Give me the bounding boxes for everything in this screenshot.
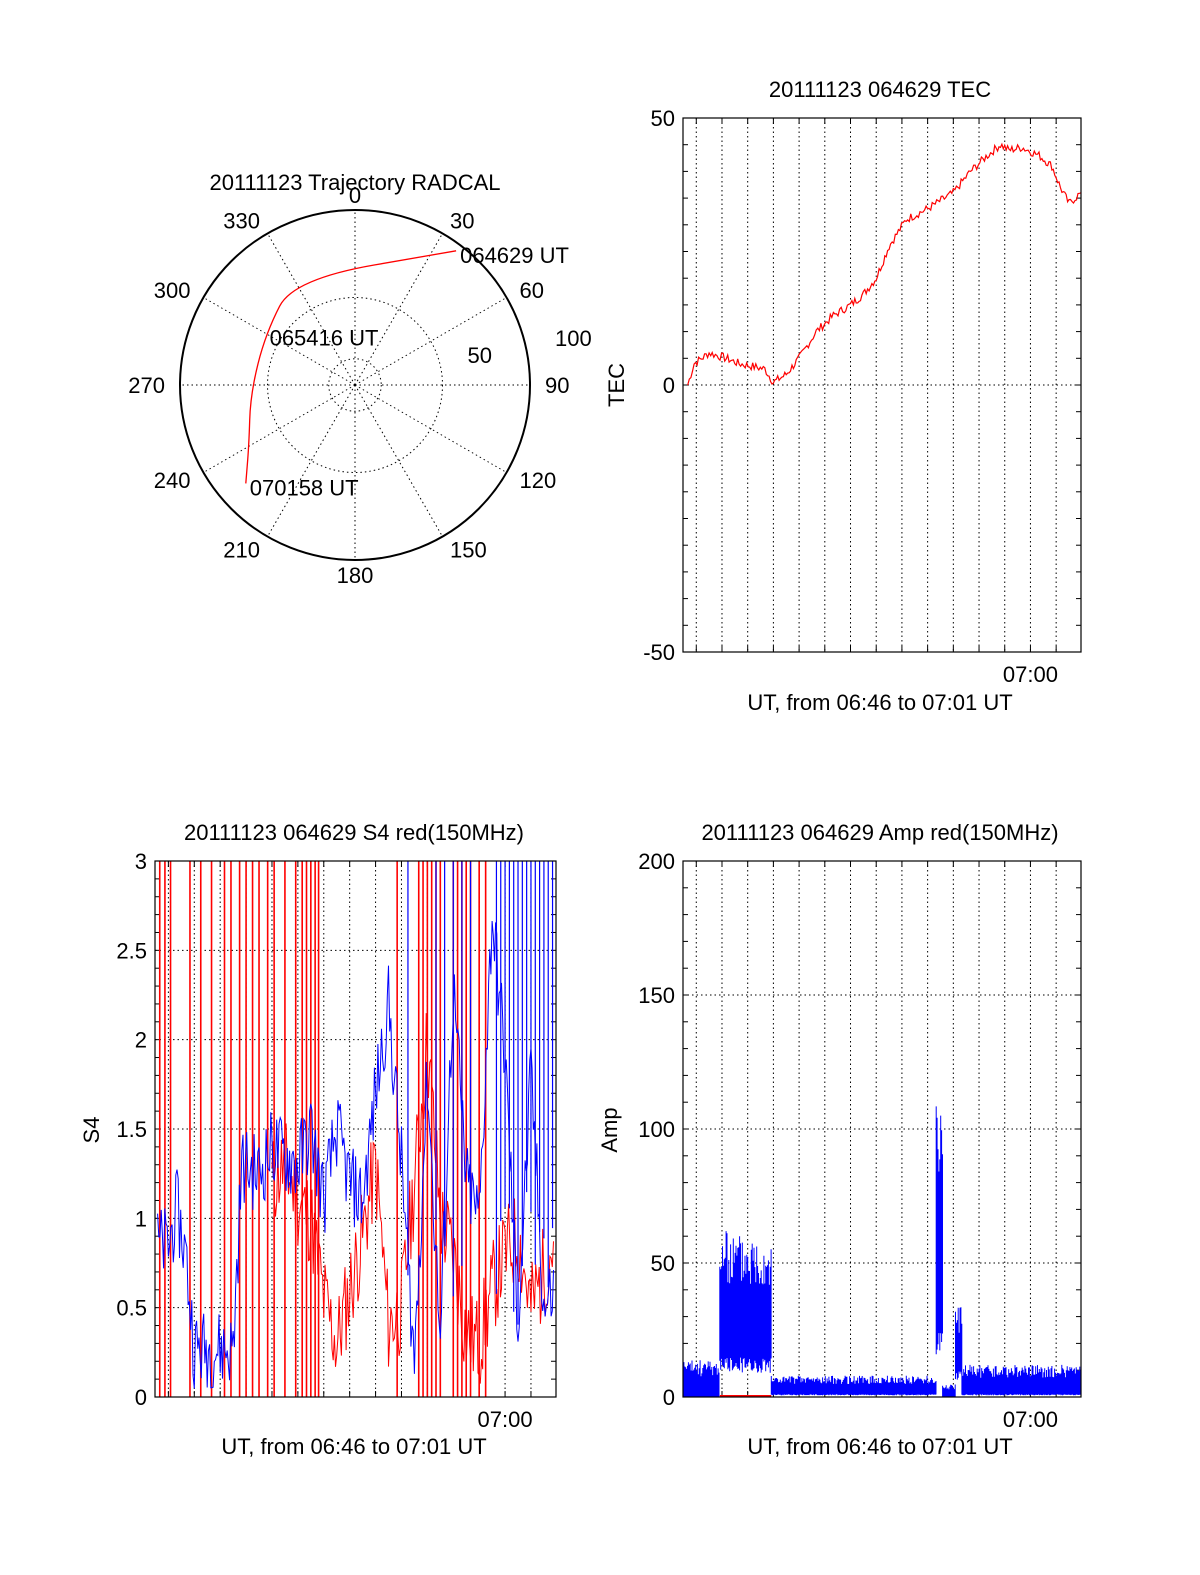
tec-xlabel: UT, from 06:46 to 07:01 UT	[747, 690, 1012, 715]
y-tick-label: 50	[651, 106, 675, 131]
amp-plot-area: 0 50 100 150 200 07:00	[638, 849, 1082, 1432]
tec-ylabel: TEC	[604, 363, 629, 407]
amp-title: 20111123 064629 Amp red(150MHz)	[701, 820, 1058, 845]
x-tick-label: 07:00	[478, 1407, 533, 1432]
polar-grid	[179, 209, 531, 561]
y-tick-label: -50	[643, 640, 675, 665]
s4-plot-area: 0 0.5 1 1.5 2 2.5 3 07:00	[116, 849, 557, 1432]
trajectory-annotations: 064629 UT 065416 UT 070158 UT	[250, 243, 569, 501]
polar-angle-label: 60	[520, 278, 544, 303]
trajectory-line	[245, 250, 457, 484]
plot-frame	[682, 860, 1082, 1398]
x-tick-label: 07:00	[1003, 662, 1058, 687]
y-tick-label: 0	[663, 373, 675, 398]
y-tick-label: 50	[651, 1251, 675, 1276]
polar-angle-label: 150	[450, 538, 487, 563]
polar-radius-labels: 50 100	[468, 326, 592, 368]
polar-angle-label: 210	[223, 538, 260, 563]
s4-series-group	[157, 861, 554, 1397]
y-tick-label: 150	[638, 983, 675, 1008]
s4-red-series	[271, 1013, 554, 1384]
trajectory-time-label: 070158 UT	[250, 475, 359, 500]
s4-ylabel: S4	[79, 1117, 104, 1144]
amp-xlabel: UT, from 06:46 to 07:01 UT	[747, 1434, 1012, 1459]
polar-angle-label: 330	[223, 208, 260, 233]
y-tick-label: 0	[663, 1385, 675, 1410]
polar-angle-label: 90	[545, 373, 569, 398]
amp-blue-segment	[961, 1364, 1082, 1396]
y-tick-label: 200	[638, 849, 675, 874]
y-tick-label: 0	[135, 1385, 147, 1410]
polar-grid-circle	[267, 297, 443, 473]
polar-angle-label: 270	[128, 373, 165, 398]
polar-inner-circle	[328, 358, 382, 412]
trajectory-time-label: 065416 UT	[270, 325, 379, 350]
polar-angle-label: 0	[349, 183, 361, 208]
amp-panel: 20111123 064629 Amp red(150MHz) Amp UT, …	[597, 820, 1082, 1459]
y-tick-label: 3	[135, 849, 147, 874]
s4-xlabel: UT, from 06:46 to 07:01 UT	[221, 1434, 486, 1459]
s4-blue-series	[157, 920, 554, 1389]
trajectory-title: 20111123 Trajectory RADCAL	[209, 170, 500, 195]
amp-blue-segment	[942, 1384, 956, 1397]
x-tick-label: 07:00	[1003, 1407, 1058, 1432]
polar-angle-label: 240	[154, 468, 191, 493]
y-tick-label: 0.5	[116, 1296, 147, 1321]
s4-title: 20111123 064629 S4 red(150MHz)	[184, 820, 524, 845]
amp-blue-segment	[770, 1375, 937, 1396]
tec-plot-area: -50 0 50 07:00	[643, 106, 1082, 687]
trajectory-track	[245, 250, 457, 484]
polar-angle-label: 300	[154, 278, 191, 303]
amp-blue-segment	[719, 1231, 772, 1373]
amp-ylabel: Amp	[597, 1107, 622, 1152]
amp-blue-segment	[955, 1307, 963, 1380]
polar-angle-labels: 0 30 60 90 120 150 180 210 240 270 300 330	[128, 183, 569, 588]
amp-blue-segment	[935, 1106, 943, 1355]
polar-radius-label: 100	[555, 326, 592, 351]
polar-radius-label: 50	[468, 343, 492, 368]
y-tick-label: 1	[135, 1206, 147, 1231]
trajectory-time-label: 064629 UT	[460, 243, 569, 268]
plot-frame	[154, 860, 557, 1398]
y-tick-label: 2	[135, 1028, 147, 1053]
y-tick-label: 2.5	[116, 938, 147, 963]
tec-panel: 20111123 064629 TEC TEC UT, from 06:46 t…	[604, 77, 1082, 715]
plot-frame	[682, 117, 1082, 653]
polar-angle-label: 120	[520, 468, 557, 493]
y-tick-label: 1.5	[116, 1117, 147, 1142]
polar-outer-circle	[179, 209, 531, 561]
trajectory-panel: 20111123 Trajectory RADCAL 0 30 60 90 120 150…	[128, 170, 591, 588]
polar-angle-label: 180	[337, 563, 374, 588]
polar-angle-label: 30	[450, 208, 474, 233]
tec-title: 20111123 064629 TEC	[769, 77, 991, 102]
tec-series-line	[687, 142, 1082, 386]
s4-panel: 20111123 064629 S4 red(150MHz) S4 UT, fr…	[79, 820, 557, 1459]
y-tick-label: 100	[638, 1117, 675, 1142]
